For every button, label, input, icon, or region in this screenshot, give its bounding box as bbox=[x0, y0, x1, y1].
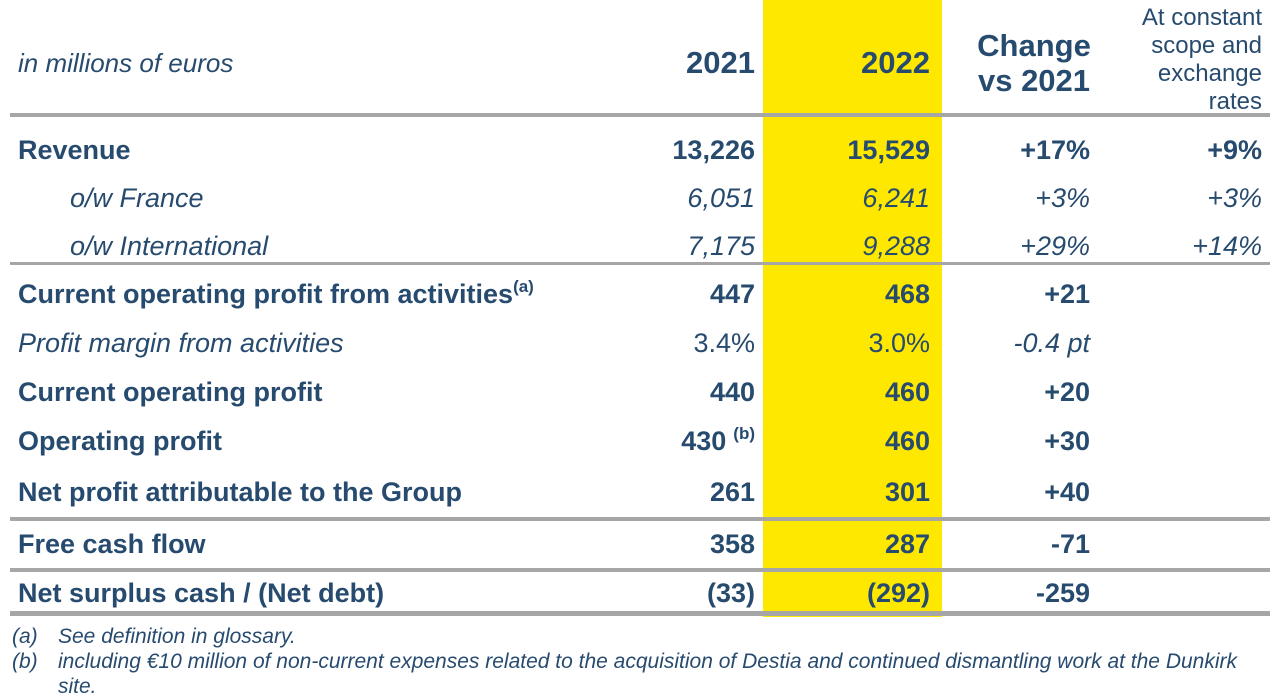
cell-change: +20 bbox=[1044, 377, 1090, 407]
cell-label: Current operating profit from activities… bbox=[18, 276, 534, 310]
column-header-change-line1: Change bbox=[977, 28, 1091, 63]
cell-label: Current operating profit bbox=[18, 377, 323, 407]
cell-change: -0.4 pt bbox=[1013, 328, 1090, 358]
cell-2022: 301 bbox=[884, 477, 930, 507]
cell-2021: (33) bbox=[706, 578, 755, 608]
footnote-marker-ref: (a) bbox=[513, 276, 534, 296]
cell-label: Free cash flow bbox=[18, 529, 206, 559]
cell-2021: 261 bbox=[709, 477, 755, 507]
highlight-column-2022 bbox=[763, 0, 942, 617]
cell-constant-scope bbox=[1092, 570, 1279, 617]
cell-change: -259 bbox=[1035, 578, 1090, 608]
footnote-text: See definition in glossary. bbox=[58, 625, 296, 648]
footnotes: (a) See definition in glossary. (b) includi… bbox=[12, 624, 1272, 693]
cell-2022: (292) bbox=[866, 578, 930, 608]
cell-2021: 6,051 bbox=[687, 182, 755, 213]
cell-constant-scope: +9% bbox=[1207, 134, 1262, 165]
footnote-item: (b) including €10 million of non-current … bbox=[12, 649, 1272, 693]
cell-change: +40 bbox=[1044, 477, 1090, 507]
cell-label: Net surplus cash / (Net debt) bbox=[18, 578, 385, 608]
cell-label: Operating profit bbox=[18, 426, 222, 456]
cell-2021: 440 bbox=[709, 377, 755, 407]
footnote-item: (a) See definition in glossary. bbox=[12, 624, 1272, 649]
column-header-change: Change vs 2021 bbox=[942, 0, 1092, 126]
cell-label: Revenue bbox=[18, 134, 131, 165]
cell-change: +30 bbox=[1044, 426, 1090, 456]
divider-line-free-cash-flow bbox=[10, 568, 1270, 572]
column-header-2021: 2021 bbox=[686, 45, 755, 80]
cell-label: Net profit attributable to the Group bbox=[18, 477, 462, 507]
divider-line-profit-section bbox=[10, 517, 1270, 521]
cell-2021: 430 (b) bbox=[681, 423, 755, 457]
cell-label: o/w France bbox=[70, 182, 204, 213]
cell-change: +17% bbox=[1020, 134, 1090, 165]
cell-constant-scope bbox=[1092, 466, 1279, 519]
column-header-constant-line3: exchange bbox=[1157, 60, 1262, 87]
cell-change: +29% bbox=[1020, 230, 1090, 261]
cell-constant-scope bbox=[1092, 368, 1279, 417]
column-header-constant-line4: rates bbox=[1208, 88, 1262, 115]
cell-2022: 460 bbox=[884, 377, 930, 407]
cell-2022: 15,529 bbox=[847, 134, 930, 165]
divider-line-bottom bbox=[10, 611, 1270, 616]
cell-constant-scope: +3% bbox=[1207, 182, 1262, 213]
cell-change: -71 bbox=[1050, 529, 1090, 559]
cell-2022: 3.0% bbox=[868, 328, 930, 358]
footnote-marker-ref: (b) bbox=[733, 423, 755, 443]
cell-constant-scope bbox=[1092, 519, 1279, 570]
cell-2022: 468 bbox=[884, 279, 930, 309]
column-header-change-line2: vs 2021 bbox=[977, 63, 1091, 98]
cell-constant-scope bbox=[1092, 319, 1279, 368]
footnote-text: including €10 million of non-current exp… bbox=[58, 650, 1238, 693]
cell-2022: 287 bbox=[884, 529, 930, 559]
divider-line-header bbox=[10, 113, 1270, 117]
cell-2021: 7,175 bbox=[687, 230, 755, 261]
results-table: in millions of euros 2021 2022 Change vs… bbox=[18, 0, 1279, 617]
column-header-constant-line2: scope and bbox=[1151, 32, 1262, 59]
footnote-marker: (a) bbox=[12, 625, 38, 648]
cell-2022: 460 bbox=[884, 426, 930, 456]
divider-line-revenue-section bbox=[10, 262, 1270, 265]
cell-constant-scope bbox=[1092, 270, 1279, 319]
cell-label: o/w International bbox=[70, 230, 269, 261]
unit-label: in millions of euros bbox=[18, 47, 234, 78]
column-header-constant-scope: At constant scope and exchange rates bbox=[1092, 0, 1279, 126]
footnote-marker: (b) bbox=[12, 650, 38, 673]
cell-2021: 447 bbox=[709, 279, 755, 309]
column-header-constant-line1: At constant bbox=[1141, 4, 1262, 31]
cell-change: +21 bbox=[1044, 279, 1090, 309]
cell-constant-scope bbox=[1092, 417, 1279, 466]
cell-change: +3% bbox=[1035, 182, 1090, 213]
cell-label: Profit margin from activities bbox=[18, 328, 344, 358]
cell-2021: 358 bbox=[709, 529, 755, 559]
cell-constant-scope: +14% bbox=[1192, 230, 1262, 261]
cell-2021: 3.4% bbox=[693, 328, 755, 358]
cell-2021: 13,226 bbox=[672, 134, 755, 165]
cell-2022: 9,288 bbox=[862, 230, 930, 261]
cell-2022: 6,241 bbox=[862, 182, 930, 213]
column-header-2022: 2022 bbox=[861, 45, 930, 80]
